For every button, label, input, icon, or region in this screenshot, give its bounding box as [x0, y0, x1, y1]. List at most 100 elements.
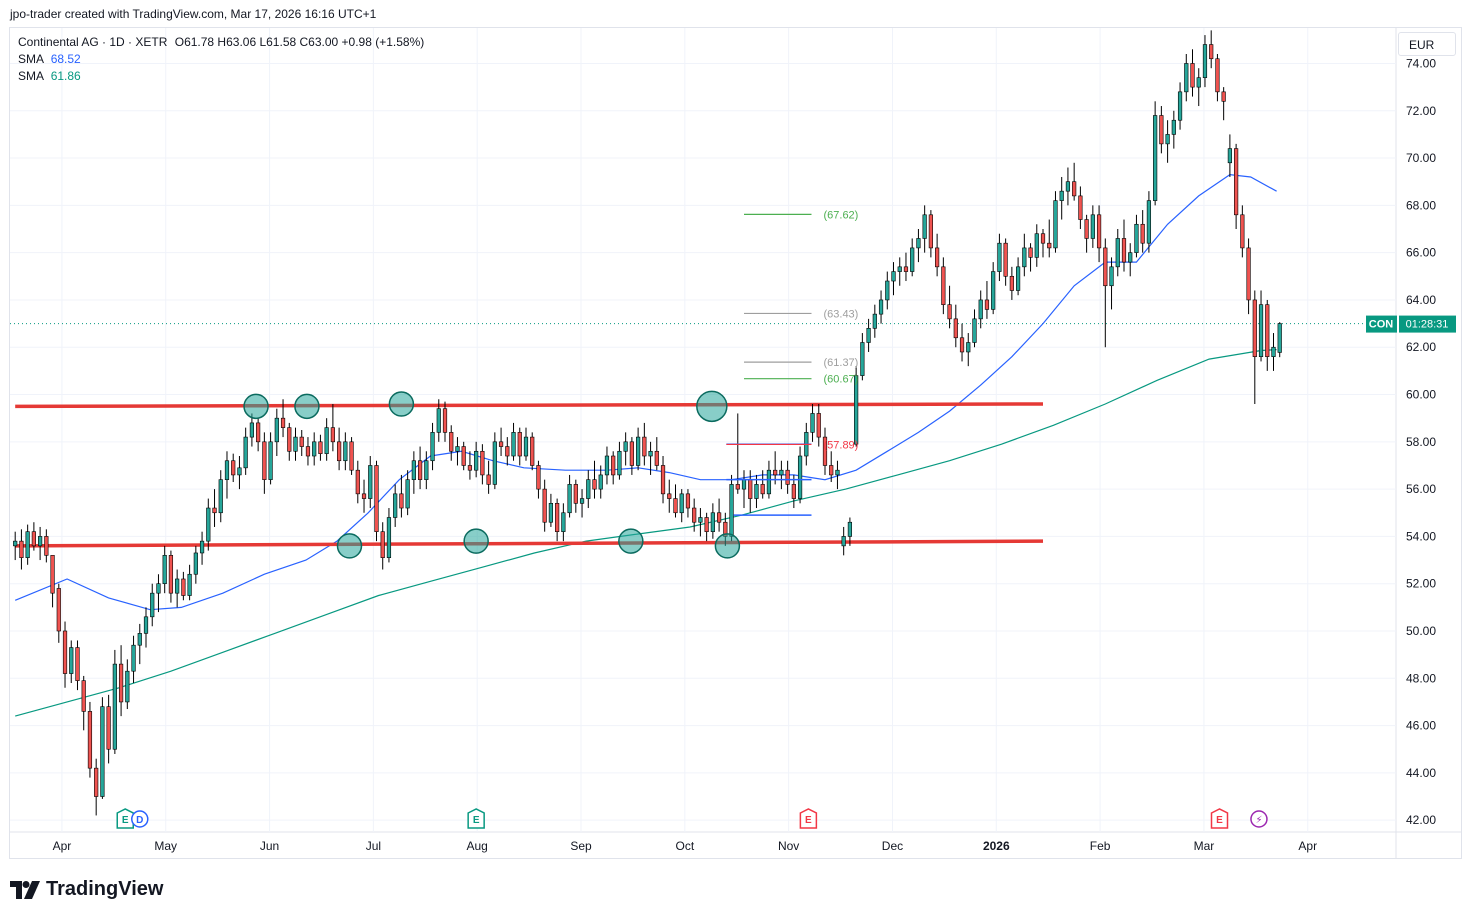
candle — [1196, 77, 1201, 88]
legend-sma-fast[interactable]: SMA 61.86 — [18, 68, 424, 85]
candle — [318, 441, 323, 454]
candle — [978, 299, 983, 320]
candle — [1159, 115, 1164, 145]
candle — [175, 578, 180, 594]
candle — [411, 460, 416, 480]
legend-sma-slow[interactable]: SMA 68.52 — [18, 51, 424, 68]
candle — [692, 507, 697, 523]
candle — [604, 455, 610, 476]
candle — [1234, 148, 1239, 216]
event-label: E — [473, 815, 480, 826]
fib-label: (63.43) — [823, 308, 858, 320]
candle — [928, 214, 933, 249]
candle — [505, 446, 510, 457]
candle — [256, 422, 261, 443]
candle — [779, 469, 784, 476]
candle — [636, 436, 641, 466]
candle — [841, 536, 846, 547]
candle — [1096, 214, 1102, 249]
x-tick-label: Mar — [1194, 839, 1215, 853]
candle — [480, 450, 485, 476]
candle — [417, 460, 423, 480]
candle — [716, 512, 722, 523]
candle — [405, 479, 410, 509]
support-levels — [15, 402, 1044, 548]
legend-ohlc: O61.78 H63.06 L61.58 C63.00 +0.98 (+1.58… — [174, 35, 425, 49]
candle — [598, 474, 603, 490]
touch-circle — [243, 393, 269, 420]
candle — [181, 578, 186, 596]
candle — [679, 493, 684, 514]
candle — [766, 469, 772, 495]
candle — [760, 484, 765, 495]
x-tick-label: Sep — [570, 839, 592, 853]
candle — [62, 630, 68, 674]
candle — [866, 328, 871, 343]
badge-symbol-bg — [1366, 315, 1397, 333]
candle — [941, 266, 946, 305]
candle — [56, 588, 61, 632]
candle — [131, 644, 136, 672]
candle — [579, 498, 585, 504]
candle — [1109, 266, 1114, 287]
earnings-marker — [1210, 808, 1229, 829]
candle — [586, 479, 591, 499]
candle — [193, 552, 198, 575]
candle — [984, 299, 990, 310]
candle — [1047, 242, 1052, 249]
candle — [1277, 323, 1282, 353]
y-tick-label: 50.00 — [1406, 624, 1436, 638]
candle — [791, 484, 796, 499]
legend-symbol-row[interactable]: Continental AG · 1D · XETR O61.78 H63.06… — [18, 34, 424, 51]
candle — [455, 446, 460, 452]
candle — [1215, 58, 1220, 93]
candle — [430, 432, 435, 462]
candle — [1153, 115, 1158, 201]
candle — [386, 517, 392, 558]
candle — [31, 531, 36, 547]
candle — [910, 247, 915, 272]
candle — [69, 647, 74, 674]
candle — [218, 479, 223, 514]
candle — [1084, 219, 1089, 239]
candle — [966, 342, 971, 353]
badge-countdown: 01:28:31 — [1406, 319, 1449, 331]
lower-support-line — [15, 539, 1044, 548]
earnings-marker — [467, 808, 485, 829]
candle — [374, 465, 379, 532]
y-tick-label: 70.00 — [1406, 151, 1436, 165]
candle — [878, 299, 884, 315]
candle — [237, 467, 242, 476]
grid — [10, 28, 1462, 858]
candle — [704, 517, 709, 532]
candle — [1190, 63, 1195, 88]
sma-slow-value: 68.52 — [50, 52, 81, 66]
touch-circle — [714, 533, 741, 559]
sma-slow-label: SMA — [18, 52, 44, 66]
candle — [206, 507, 211, 542]
candle — [349, 441, 354, 471]
event-label: ⚡ — [1255, 815, 1262, 826]
candle — [511, 432, 516, 457]
candle — [748, 479, 753, 499]
candle — [1090, 214, 1095, 239]
y-tick-label: 62.00 — [1406, 340, 1436, 354]
fib-label: (57.89) — [823, 439, 858, 451]
y-tick-label: 64.00 — [1406, 293, 1436, 307]
candle — [449, 432, 454, 452]
candle — [112, 663, 117, 750]
y-tick-label: 44.00 — [1406, 766, 1436, 780]
candle — [617, 450, 622, 476]
candle — [343, 441, 348, 462]
candle — [710, 512, 715, 532]
candle — [785, 469, 790, 485]
event-label: E — [1216, 815, 1223, 826]
split-marker — [1250, 810, 1268, 828]
candle — [156, 583, 161, 594]
x-tick-label: Dec — [882, 839, 903, 853]
tradingview-logo[interactable]: TradingView — [10, 878, 163, 901]
candle — [741, 479, 747, 490]
currency-selector[interactable]: EUR — [1398, 32, 1456, 56]
chart-frame — [9, 27, 1462, 859]
